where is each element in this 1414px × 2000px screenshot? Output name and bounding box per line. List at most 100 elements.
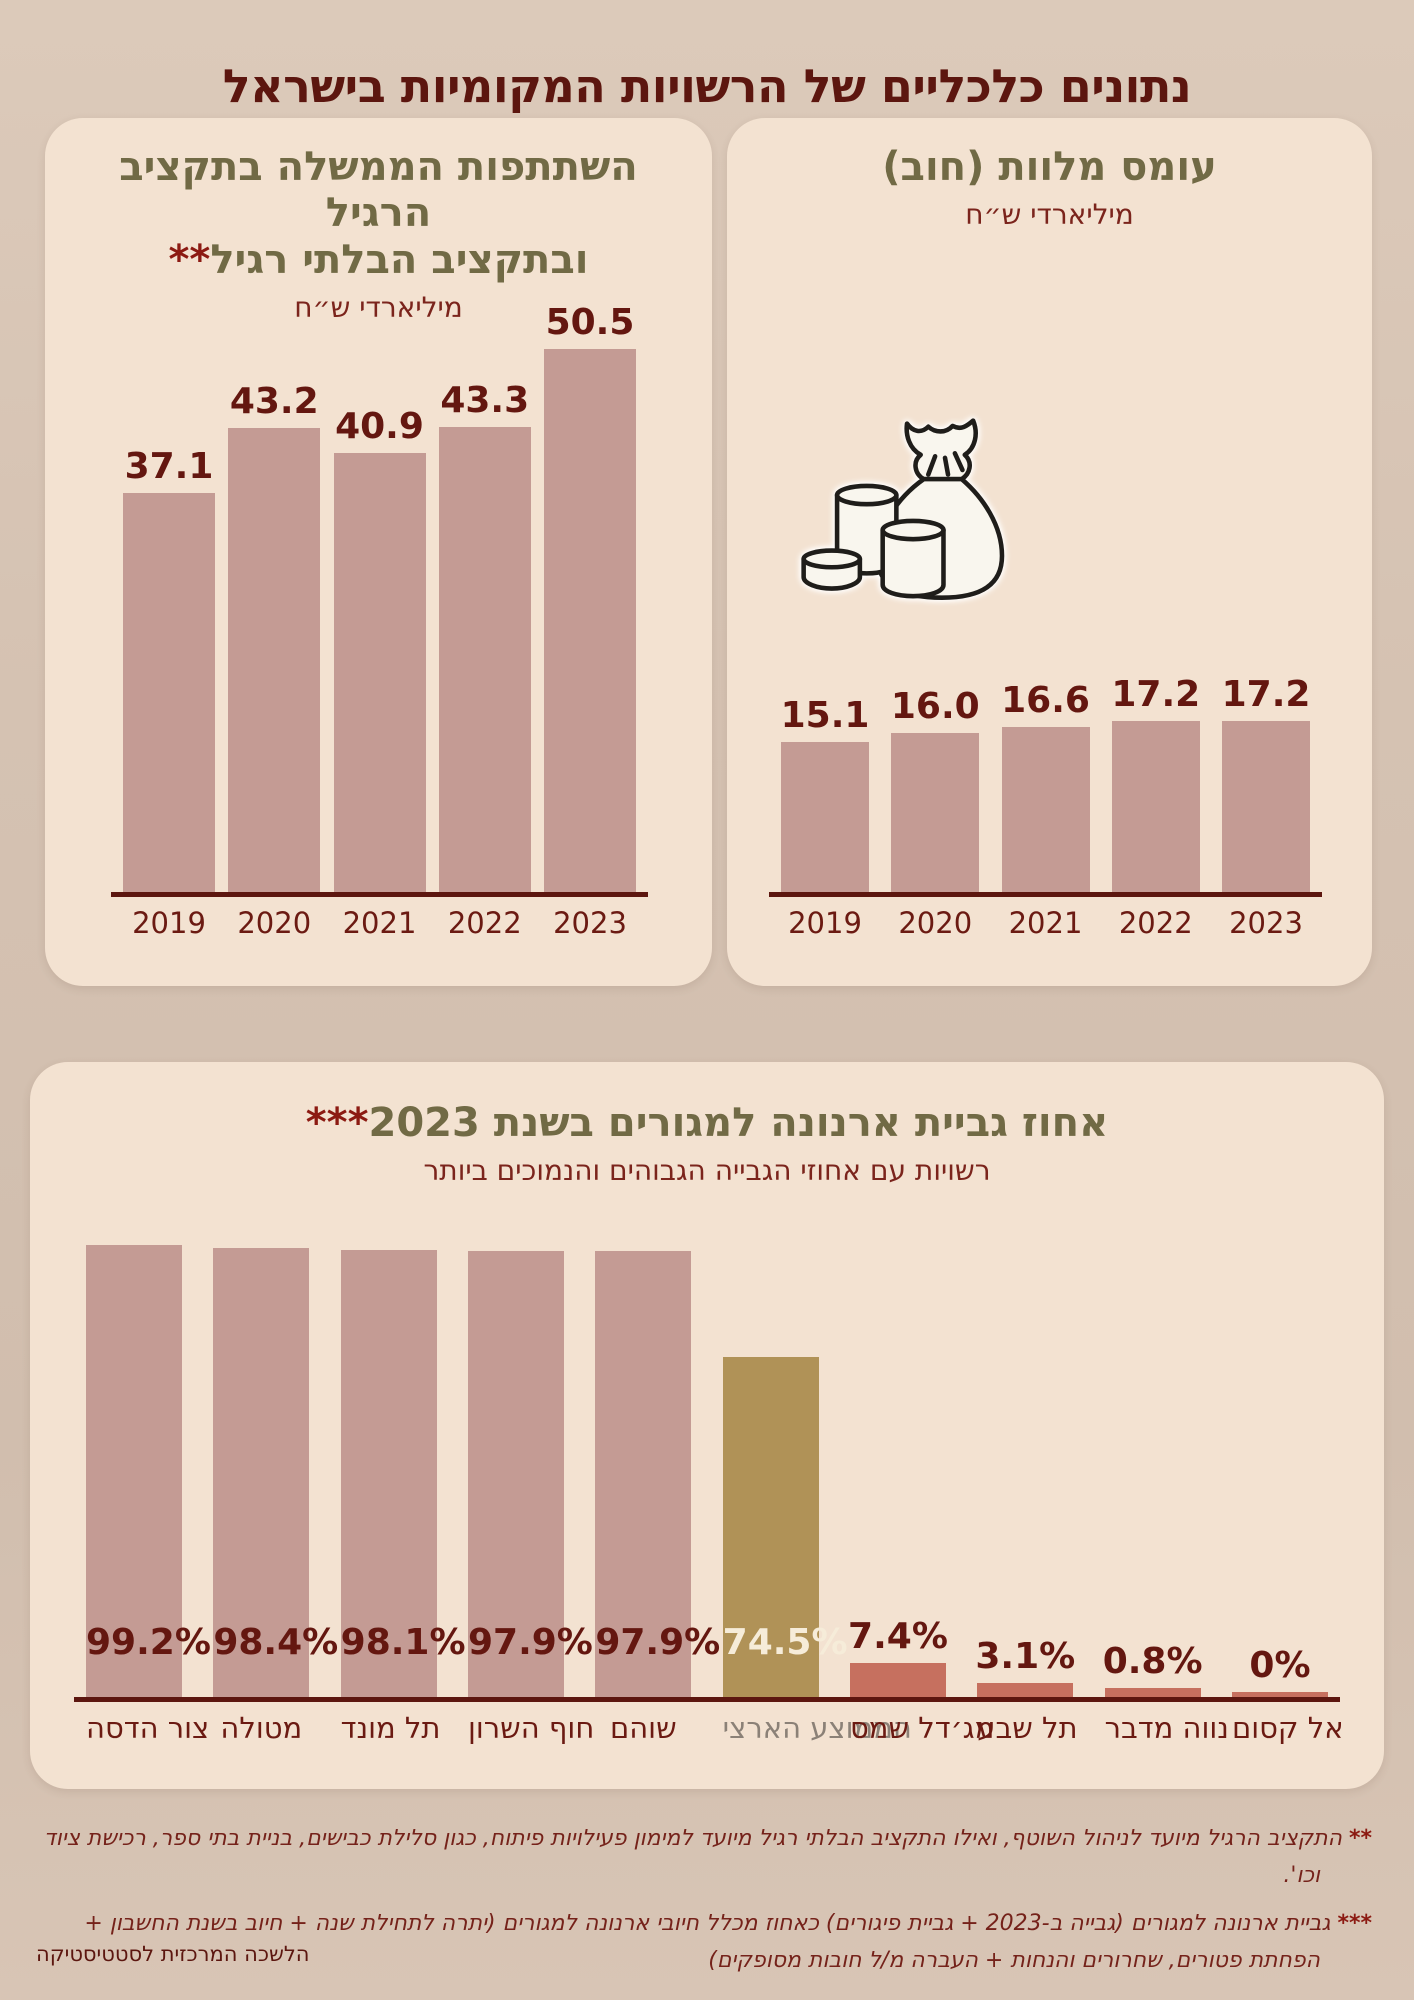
bar	[1001, 726, 1090, 892]
categories-row: צור הדסה מטולה תל מונד חוף השרון שוהם הממוצע …	[74, 1711, 1344, 1745]
bar-value-label: 43.3	[440, 379, 530, 421]
bar-column: 15.1	[781, 695, 869, 892]
categories-row: 2019 2020 2021 2022 2023	[111, 906, 648, 940]
category-label: 2020	[237, 906, 312, 940]
category-label: תל שבע	[977, 1711, 1078, 1745]
title-line-1: השתתפות הממשלה בתקציב הרגיל	[119, 144, 638, 237]
category-label: אל קסום	[1231, 1711, 1344, 1745]
bar-column: 74.5%	[722, 1357, 848, 1697]
category-label: מג׳דל שמס	[849, 1711, 995, 1745]
chart-title: השתתפות הממשלה בתקציב הרגיל ובתקציב הבלת…	[45, 144, 712, 283]
government-participation-panel: השתתפות הממשלה בתקציב הרגיל ובתקציב הבלת…	[45, 118, 712, 986]
bar	[438, 426, 531, 892]
bar-value-label: 16.0	[890, 685, 980, 727]
category-label: 2019	[788, 906, 862, 940]
page-title: נתונים כלכליים של הרשויות המקומיות בישרא…	[222, 58, 1192, 113]
bar-column: 97.9%	[467, 1250, 593, 1697]
bar-value-label: 99.2%	[86, 1622, 211, 1663]
bar-column: 17.2	[1222, 674, 1310, 892]
bar-column: 16.0	[890, 685, 980, 892]
footnote-marker: **	[168, 236, 211, 283]
bar-column: 3.1%	[975, 1635, 1076, 1697]
chart-subtitle: מיליארדי ש״ח	[965, 198, 1134, 232]
footnotes: ** התקציב הרגיל מיועד לניהול השוטף, ואיל…	[42, 1820, 1372, 1990]
bar	[123, 493, 215, 892]
bar: 99.2%	[86, 1244, 211, 1697]
bar	[891, 732, 980, 892]
chart-subtitle: רשויות עם אחוזי הגבייה הגבוהים והנמוכים …	[423, 1154, 991, 1188]
bar-column: 0%	[1231, 1645, 1328, 1697]
loan-burden-panel: עומס מלוות (חוב) מיליארדי ש״ח	[727, 118, 1372, 986]
bar	[544, 349, 636, 892]
footnote-marker: ***	[1337, 1910, 1372, 1936]
category-label: 2022	[1118, 906, 1193, 940]
bar-value-label: 3.1%	[975, 1635, 1076, 1677]
bar-column: 50.5	[544, 302, 636, 892]
category-label: מטולה	[220, 1711, 303, 1745]
category-label: חוף השרון	[467, 1711, 595, 1745]
arnona-collection-bar-chart: 99.2% 98.4% 98.1% 97.9% 97.9% 74.5% 7.4% 3.1% 0.…	[74, 1244, 1344, 1745]
bar-column: 7.4%	[848, 1616, 948, 1697]
footnote-budget: ** התקציב הרגיל מיועד לניהול השוטף, ואיל…	[42, 1820, 1372, 1895]
bar	[1111, 720, 1200, 892]
top-panels-row: עומס מלוות (חוב) מיליארדי ש״ח	[45, 118, 1372, 986]
bar-value-label: 0%	[1249, 1645, 1311, 1686]
bar-value-label: 0.8%	[1102, 1641, 1203, 1682]
bar-column: 98.4%	[213, 1248, 339, 1697]
bar-value-label: 98.1%	[340, 1622, 466, 1663]
title-text: אחוז גביית ארנונה למגורים בשנת 2023	[368, 1100, 1109, 1146]
footnote-arnona: *** גביית ארנונה למגורים (גבייה ב-2023 +…	[42, 1905, 1372, 1980]
category-label: 2020	[898, 906, 973, 940]
bar-column: 43.2	[228, 381, 321, 892]
bar: 97.9%	[595, 1250, 721, 1697]
bar-value-label: 97.9%	[595, 1622, 721, 1663]
footnote-text: התקציב הרגיל מיועד לניהול השוטף, ואילו ה…	[43, 1826, 1342, 1889]
money-bag-coins-icon	[791, 413, 1023, 603]
bar	[977, 1682, 1074, 1697]
bar	[849, 1663, 946, 1697]
bar-column: 99.2%	[86, 1244, 211, 1697]
bar: 97.9%	[467, 1250, 593, 1697]
category-label: 2022	[447, 906, 522, 940]
footnote-text: גביית ארנונה למגורים (גבייה ב-2023 + גבי…	[84, 1910, 1331, 1974]
bars-row: 37.1 43.2 40.9 43.3 50.5	[111, 302, 648, 897]
bars-row: 99.2% 98.4% 98.1% 97.9% 97.9% 74.5% 7.4% 3.1% 0.…	[74, 1244, 1340, 1702]
bar-value-label: 37.1	[124, 446, 214, 488]
footnote-marker: **	[1348, 1826, 1372, 1851]
chart-title: אחוז גביית ארנונה למגורים בשנת 2023***	[30, 1100, 1384, 1146]
category-label: 2023	[1229, 906, 1303, 940]
category-label: צור הדסה	[86, 1711, 210, 1745]
bar-column: 16.6	[1001, 679, 1090, 892]
bar-column: 37.1	[123, 446, 215, 892]
bar	[228, 427, 321, 892]
bar: 98.1%	[340, 1249, 466, 1697]
bar-column: 98.1%	[340, 1249, 466, 1697]
category-label: 2023	[553, 906, 627, 940]
bar-value-label: 40.9	[335, 405, 424, 447]
bar	[1104, 1688, 1201, 1697]
footnote-marker: ***	[305, 1100, 369, 1146]
bar-value-label: 17.2	[1221, 673, 1311, 715]
bar-value-label: 98.4%	[213, 1622, 339, 1663]
loan-burden-bar-chart: 15.1 16.0 16.6 17.2 17.2 2019 2020 2021 2022 202…	[769, 674, 1322, 940]
bar-value-label: 50.5	[545, 302, 635, 344]
bar-column: 40.9	[333, 405, 426, 892]
bar-value-label: 97.9%	[467, 1622, 593, 1663]
bar	[1222, 720, 1310, 892]
category-label: שוהם	[609, 1711, 677, 1745]
category-label: 2021	[342, 906, 417, 940]
categories-row: 2019 2020 2021 2022 2023	[769, 906, 1322, 940]
bar-value-label: 15.1	[780, 694, 870, 736]
bars-row: 15.1 16.0 16.6 17.2 17.2	[769, 674, 1322, 897]
bar: 98.4%	[213, 1248, 339, 1697]
title-line-2: ובתקציב הבלתי רגיל	[210, 236, 589, 283]
chart-title: עומס מלוות (חוב)	[882, 144, 1217, 190]
bar-column: 97.9%	[595, 1250, 721, 1697]
bar-column: 17.2	[1111, 673, 1201, 892]
chart-subtitle: מיליארדי ש״ח	[294, 291, 463, 325]
bar-value-label: 17.2	[1111, 673, 1201, 715]
bar-value-label: 16.6	[1001, 679, 1090, 721]
category-label: 2021	[1008, 906, 1083, 940]
bar	[1231, 1692, 1328, 1697]
source-credit: הלשכה המרכזית לסטטיסטיקה	[36, 1942, 310, 1966]
